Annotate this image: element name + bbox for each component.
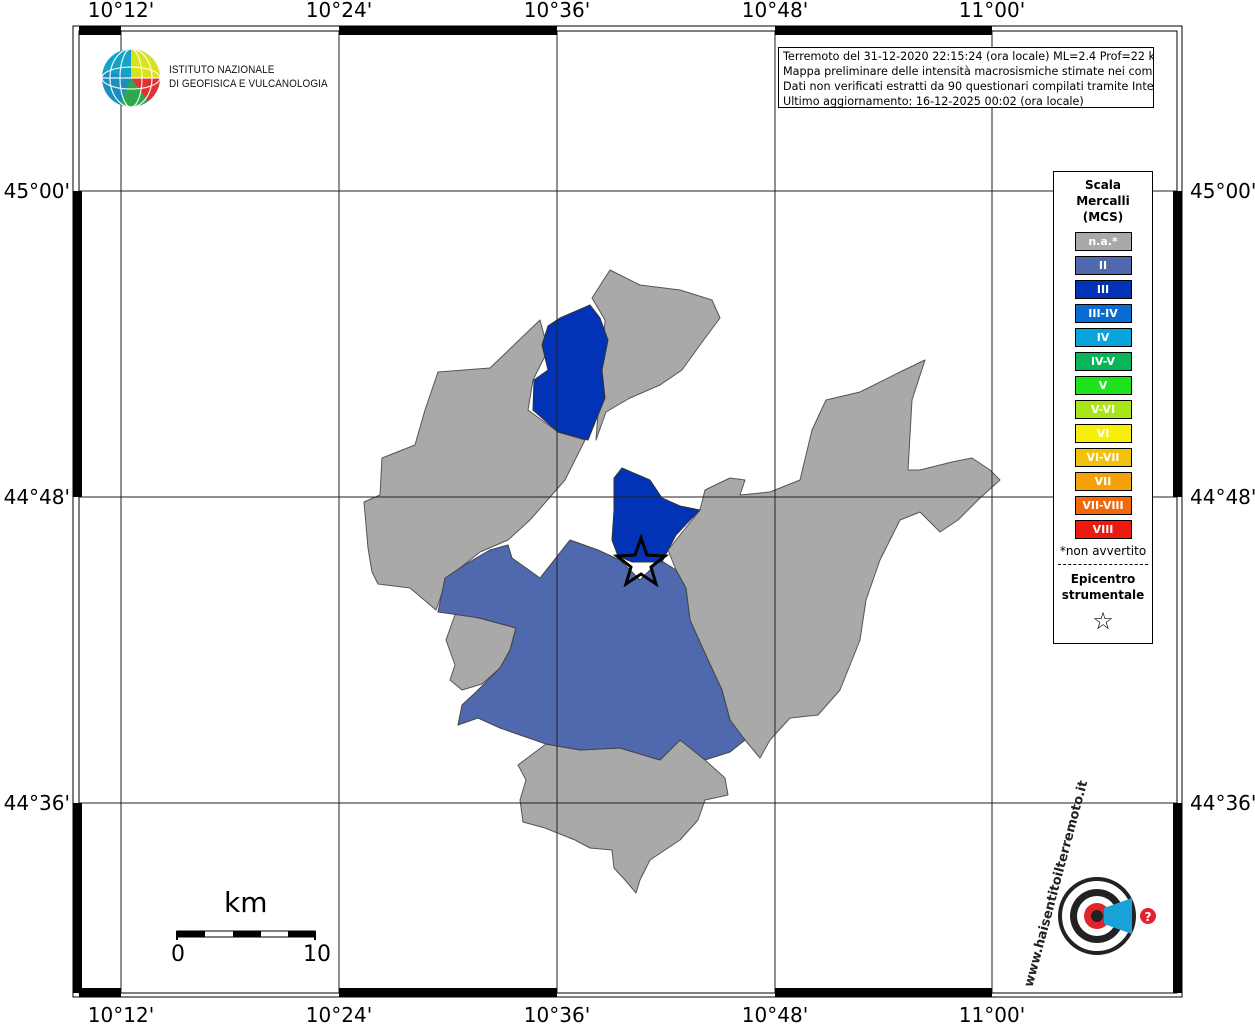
scale-min: 0	[171, 942, 185, 967]
mcs-legend: Scala Mercalli (MCS) n.a.* II III III-IV IV I…	[1053, 171, 1153, 644]
ingv-name-line1: ISTITUTO NAZIONALE	[169, 64, 275, 76]
legend-epicenter-line: Epicentro	[1070, 572, 1136, 586]
legend-note: *non avvertito	[1059, 544, 1147, 558]
municipality-intensity-iii	[532, 304, 609, 441]
legend-swatch: II	[1074, 256, 1132, 275]
lat-labels-left: 45°00' 44°48' 44°36'	[4, 179, 70, 815]
legend-swatch: VI-VII	[1074, 448, 1132, 467]
legend-items: n.a.* II III III-IV IV IV-V V V-VI VI VI-VII VII VI…	[1054, 232, 1152, 539]
ingv-name-line2: DI GEOFISICA E VULCANOLOGIA	[169, 78, 328, 90]
lon-tick-label: 11°00'	[959, 0, 1025, 22]
municipality-n-a	[517, 737, 729, 894]
lat-tick-label: 45°00'	[1190, 179, 1255, 203]
lat-tick-label: 44°48'	[1190, 485, 1255, 509]
lon-labels-top: 10°12' 10°24' 10°36' 10°48' 11°00'	[88, 0, 1025, 22]
legend-swatch: III	[1074, 280, 1132, 299]
legend-title-line: (MCS)	[1082, 210, 1124, 224]
legend-title-line: Mercalli	[1076, 194, 1130, 208]
municipality-n-a	[363, 319, 586, 611]
lat-tick-label: 45°00'	[4, 179, 70, 203]
map-frame	[72, 25, 1183, 998]
legend-swatch: V-VI	[1074, 400, 1132, 419]
lon-tick-label: 10°36'	[524, 1003, 590, 1024]
event-info-line: Mappa preliminare delle intensità macros…	[783, 65, 1154, 78]
event-info-box: Terremoto del 31-12-2020 22:15:24 (ora l…	[778, 47, 1154, 108]
legend-swatch: III-IV	[1074, 304, 1132, 323]
legend-swatch: V	[1074, 376, 1132, 395]
lon-labels-bottom: 10°12' 10°24' 10°36' 10°48' 11°00'	[88, 1003, 1025, 1024]
legend-swatch: IV-V	[1074, 352, 1132, 371]
star-icon	[612, 533, 670, 588]
legend-swatch: VII-VIII	[1074, 496, 1132, 515]
lon-tick-label: 10°12'	[88, 0, 154, 22]
legend-title: Scala Mercalli (MCS)	[1054, 177, 1152, 225]
scale-unit: km	[224, 886, 268, 919]
lon-tick-label: 10°24'	[306, 1003, 372, 1024]
lon-tick-label: 10°36'	[524, 0, 590, 22]
lat-tick-label: 44°48'	[4, 485, 70, 509]
lon-tick-label: 10°48'	[742, 0, 808, 22]
legend-swatch: n.a.*	[1074, 232, 1132, 251]
lon-tick-label: 10°12'	[88, 1003, 154, 1024]
star-outline-icon: ☆	[1092, 607, 1114, 635]
ingv-logo-icon	[101, 48, 161, 108]
legend-epicenter-line: strumentale	[1061, 588, 1145, 602]
svg-text:?: ?	[1145, 910, 1152, 924]
event-info-line: Ultimo aggiornamento: 16-12-2025 00:02 (…	[783, 95, 1084, 108]
legend-swatch: VIII	[1074, 520, 1132, 539]
lon-tick-label: 10°48'	[742, 1003, 808, 1024]
ingv-name: ISTITUTO NAZIONALE DI GEOFISICA E VULCAN…	[169, 63, 328, 91]
legend-swatch: IV	[1074, 328, 1132, 347]
municipality-intensity-iii	[611, 467, 702, 563]
lon-tick-label: 10°24'	[306, 0, 372, 22]
legend-divider	[1058, 564, 1148, 565]
lat-labels-right: 45°00' 44°48' 44°36'	[1190, 179, 1255, 815]
scale-max: 10	[303, 942, 331, 967]
legend-swatch: VII	[1074, 472, 1132, 491]
municipality-n-a	[591, 269, 721, 441]
municipality-polygons	[363, 269, 1001, 894]
graticule	[79, 31, 1177, 993]
event-info-line: Dati non verificati estratti da 90 quest…	[783, 80, 1154, 93]
legend-swatch: VI	[1074, 424, 1132, 443]
legend-title-line: Scala	[1084, 178, 1122, 192]
lat-tick-label: 44°36'	[1190, 791, 1255, 815]
event-info-line: Terremoto del 31-12-2020 22:15:24 (ora l…	[783, 50, 1154, 63]
scale-bar	[176, 930, 316, 940]
lon-tick-label: 11°00'	[959, 1003, 1025, 1024]
municipality-intensity-ii	[437, 539, 746, 761]
haisentito-logo-icon: ?	[1058, 877, 1156, 955]
legend-epicenter-label: Epicentro strumentale	[1054, 571, 1152, 603]
lat-tick-label: 44°36'	[4, 791, 70, 815]
